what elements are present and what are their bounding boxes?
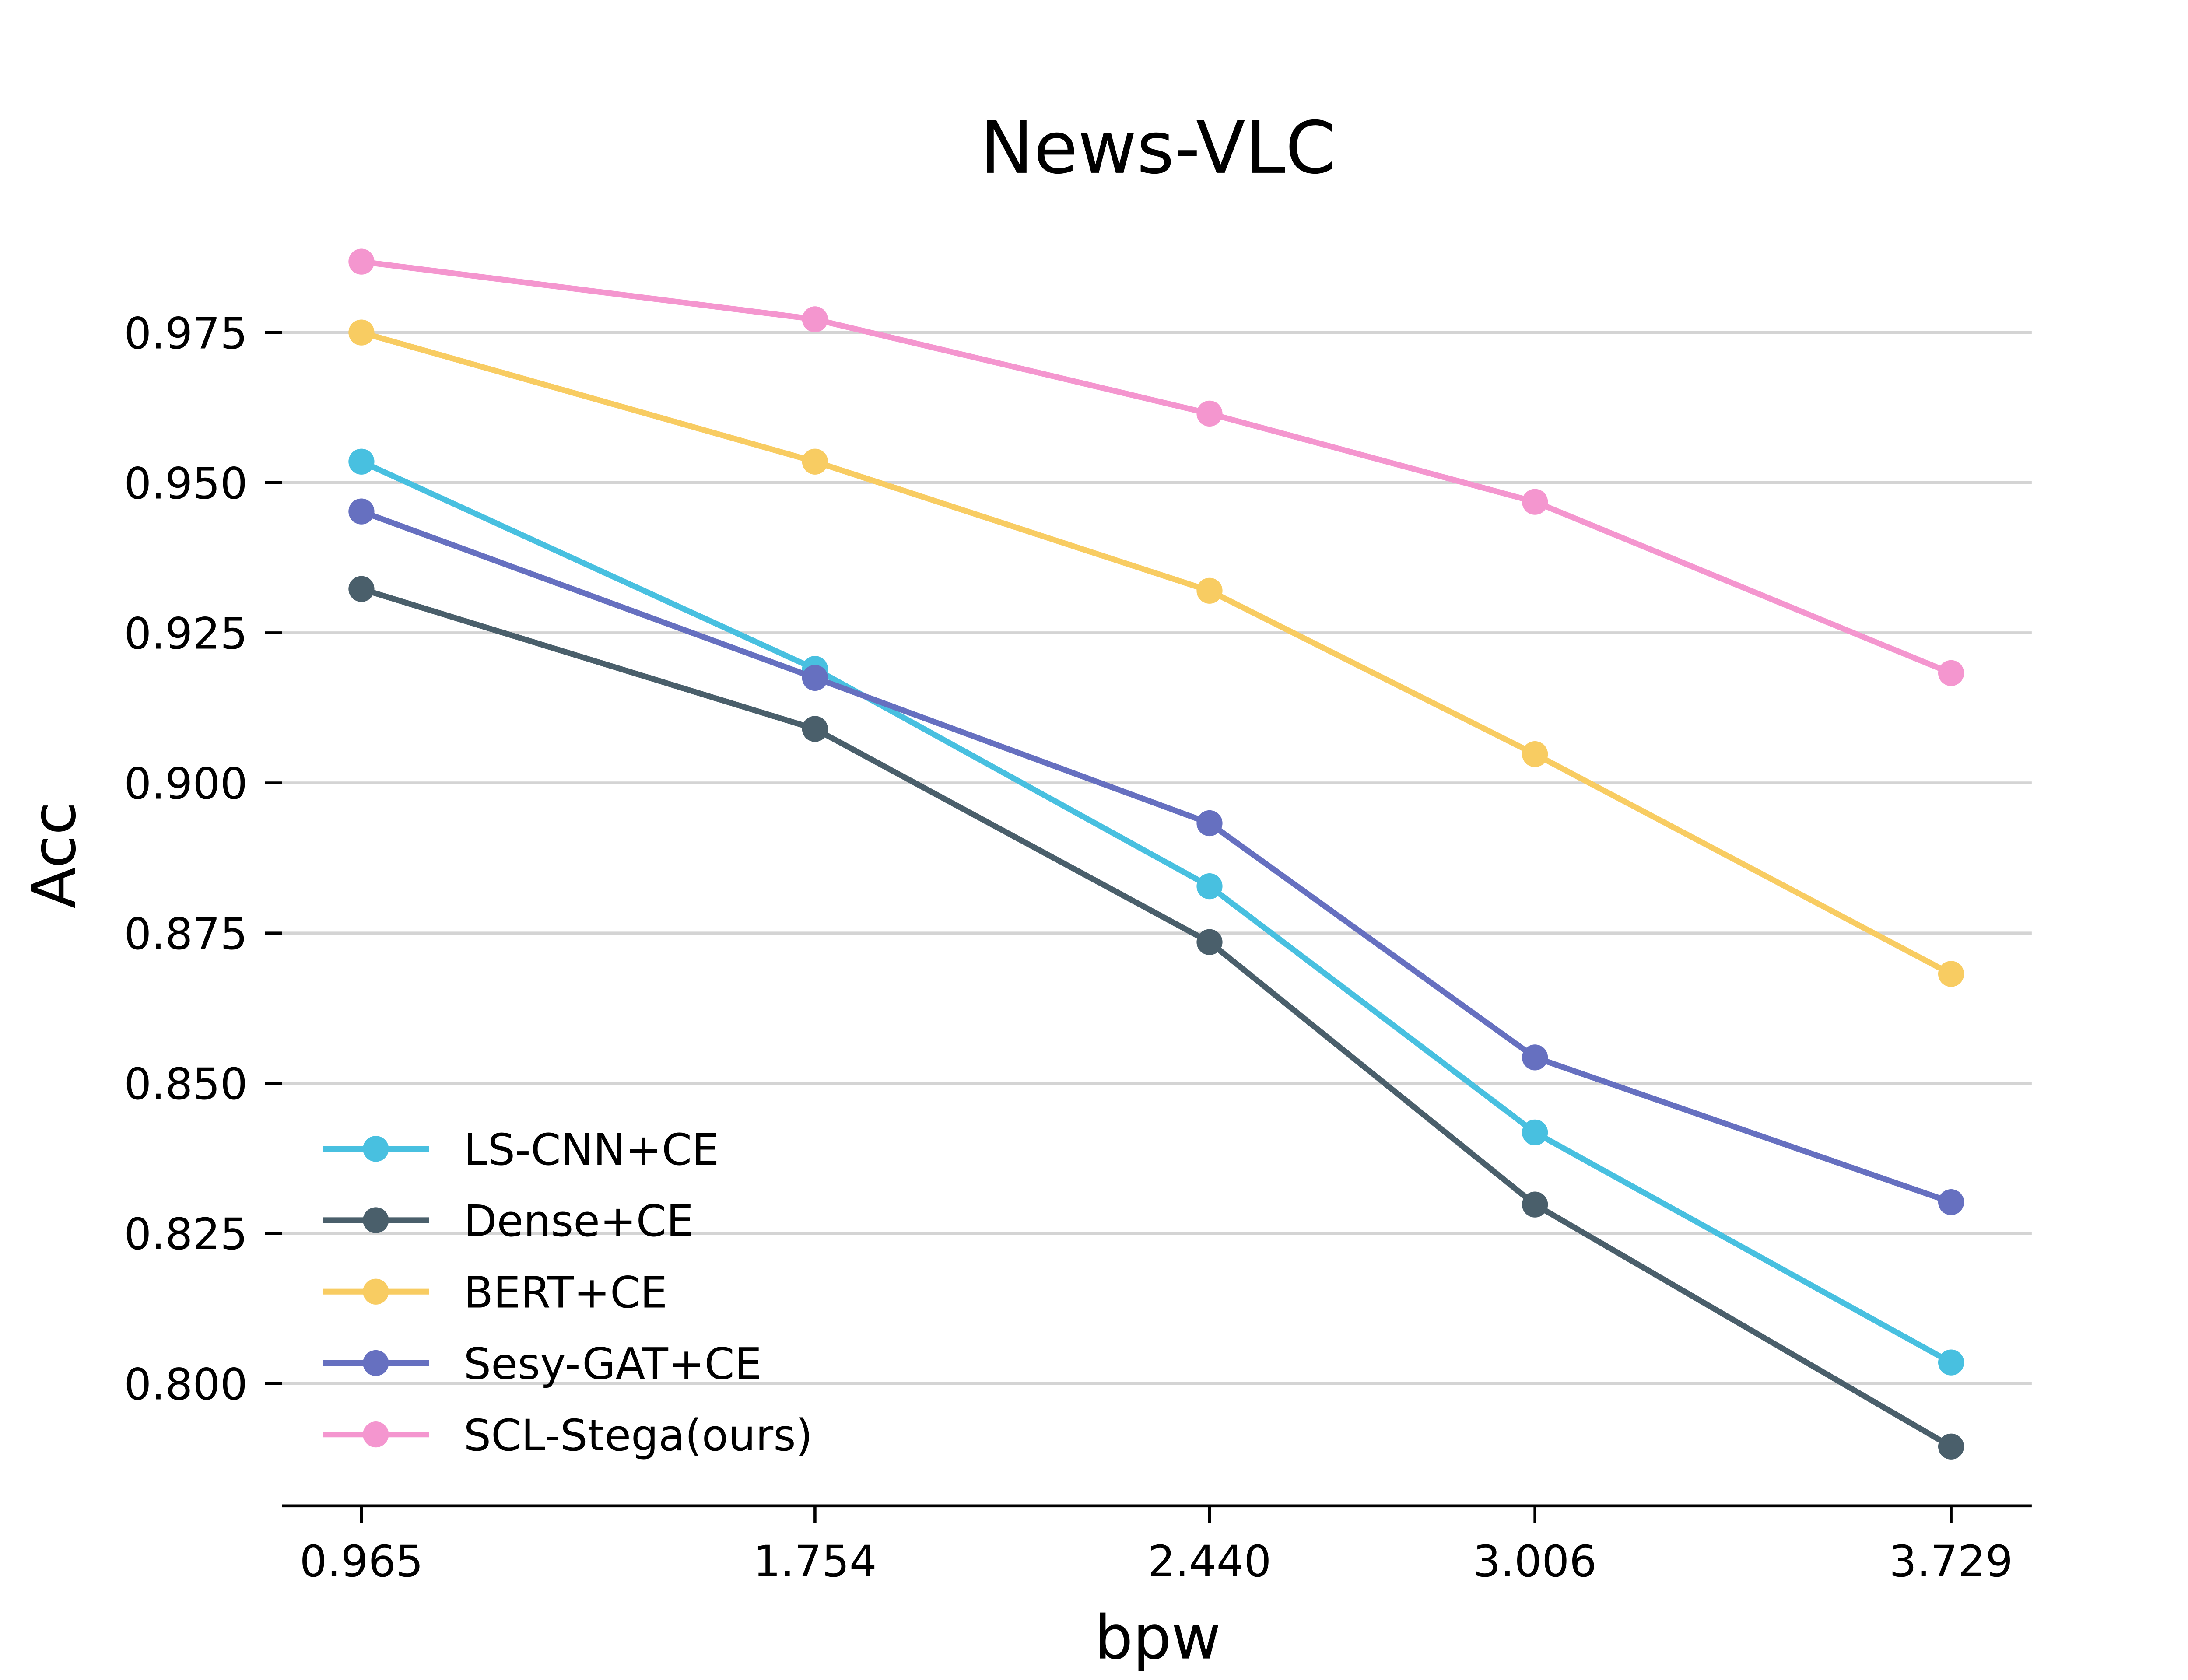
legend-marker bbox=[363, 1350, 389, 1376]
legend-marker bbox=[363, 1136, 389, 1162]
series-2 bbox=[348, 319, 1964, 987]
x-tick-label: 3.006 bbox=[1473, 1536, 1597, 1587]
series-group bbox=[348, 248, 1964, 1460]
legend-item: SCL-Stega(ours) bbox=[323, 1410, 813, 1461]
data-point bbox=[1938, 1349, 1964, 1376]
legend-marker bbox=[363, 1421, 389, 1448]
y-tick-label: 0.925 bbox=[124, 609, 248, 659]
data-point bbox=[1938, 961, 1964, 987]
y-tick-label: 0.900 bbox=[124, 759, 248, 809]
series-3 bbox=[348, 498, 1964, 1215]
legend-item: BERT+CE bbox=[323, 1267, 667, 1318]
legend-label: SCL-Stega(ours) bbox=[464, 1410, 813, 1461]
data-point bbox=[1196, 810, 1223, 836]
chart-title: News-VLC bbox=[980, 106, 1336, 190]
series-4 bbox=[348, 248, 1964, 686]
series-line bbox=[361, 259, 1953, 676]
legend-item: Dense+CE bbox=[323, 1196, 694, 1246]
x-tick-label: 2.440 bbox=[1148, 1536, 1272, 1587]
y-tick-label: 0.950 bbox=[124, 458, 248, 509]
y-tick-label: 0.825 bbox=[124, 1209, 248, 1260]
legend-label: Dense+CE bbox=[464, 1196, 694, 1246]
data-point bbox=[1522, 489, 1548, 515]
data-point bbox=[1522, 1191, 1548, 1218]
data-point bbox=[802, 448, 828, 475]
data-point bbox=[802, 306, 828, 332]
data-point bbox=[1522, 741, 1548, 767]
series-line bbox=[361, 329, 1953, 976]
data-point bbox=[1522, 1119, 1548, 1146]
data-point bbox=[1196, 400, 1223, 427]
data-point bbox=[348, 248, 375, 275]
data-point bbox=[348, 498, 375, 525]
legend-label: Sesy-GAT+CE bbox=[464, 1339, 762, 1390]
data-point bbox=[1938, 660, 1964, 686]
data-point bbox=[1938, 1433, 1964, 1460]
y-axis-ticks: 0.800 0.825 0.850 0.875 0.900 0.925 0.950 0.975 bbox=[124, 308, 282, 1410]
data-point bbox=[1196, 578, 1223, 604]
series-1 bbox=[348, 576, 1964, 1460]
legend-marker bbox=[363, 1207, 389, 1233]
data-point bbox=[1196, 873, 1223, 900]
x-tick-label: 1.754 bbox=[753, 1536, 877, 1587]
data-point bbox=[802, 665, 828, 691]
x-tick-label: 3.729 bbox=[1889, 1536, 2013, 1587]
legend-item: LS-CNN+CE bbox=[323, 1125, 719, 1175]
legend-label: LS-CNN+CE bbox=[464, 1125, 719, 1175]
data-point bbox=[802, 716, 828, 742]
y-tick-label: 0.800 bbox=[124, 1359, 248, 1410]
y-tick-label: 0.975 bbox=[124, 308, 248, 359]
legend: LS-CNN+CE Dense+CE BERT+CE Sesy-GAT+CE SCL-S… bbox=[323, 1125, 813, 1461]
x-axis-label: bpw bbox=[1094, 1603, 1220, 1673]
data-point bbox=[1522, 1044, 1548, 1071]
grid-lines bbox=[282, 331, 2032, 1385]
data-point bbox=[348, 576, 375, 602]
data-point bbox=[348, 448, 375, 475]
x-axis-ticks: 0.965 1.754 2.440 3.006 3.729 bbox=[300, 1505, 2013, 1587]
data-point bbox=[348, 319, 375, 346]
legend-marker bbox=[363, 1278, 389, 1305]
legend-item: Sesy-GAT+CE bbox=[323, 1339, 762, 1390]
data-point bbox=[1938, 1189, 1964, 1215]
y-axis-label: Acc bbox=[19, 802, 89, 909]
x-tick-label: 0.965 bbox=[300, 1536, 424, 1587]
data-point bbox=[1196, 929, 1223, 955]
legend-label: BERT+CE bbox=[464, 1267, 668, 1318]
y-tick-label: 0.875 bbox=[124, 909, 248, 959]
y-tick-label: 0.850 bbox=[124, 1059, 248, 1110]
